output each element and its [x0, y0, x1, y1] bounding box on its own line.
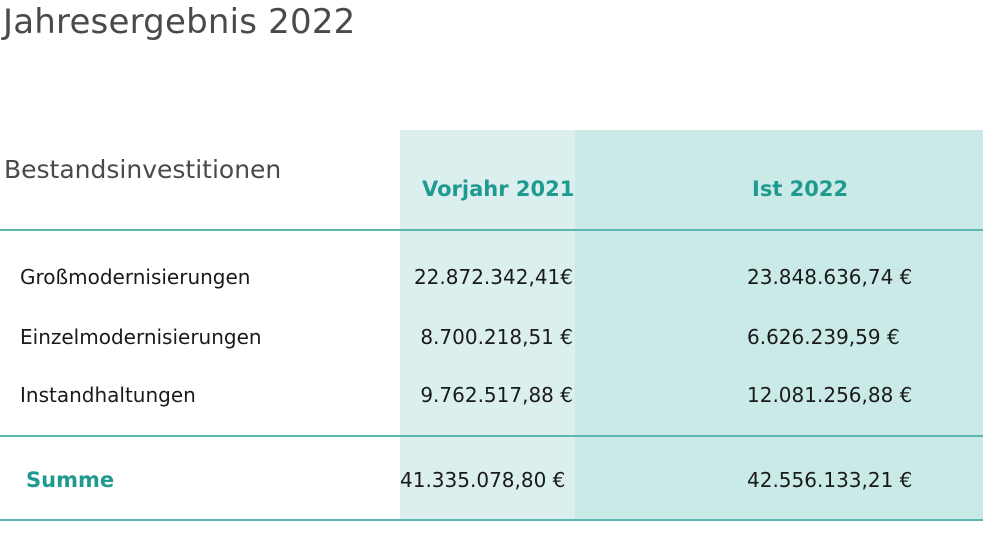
page-title: Jahresergebnis 2022: [3, 2, 356, 42]
row-value-2022-grossmodernisierungen: 23.848.636,74 €: [747, 265, 913, 289]
total-value-2022: 42.556.133,21 €: [747, 468, 913, 492]
row-label-instandhaltungen: Instandhaltungen: [20, 383, 196, 407]
section-label: Bestandsinvestitionen: [4, 155, 282, 184]
column-background-2021: [400, 130, 575, 520]
row-value-2022-instandhaltungen: 12.081.256,88 €: [747, 383, 913, 407]
total-label: Summe: [26, 468, 115, 492]
bottom-divider: [0, 519, 983, 521]
column-header-2021: Vorjahr 2021: [422, 177, 575, 201]
column-header-2022: Ist 2022: [752, 177, 849, 201]
row-value-2021-einzelmodernisierungen: 8.700.218,51 €: [420, 325, 573, 349]
row-value-2021-grossmodernisierungen: 22.872.342,41€: [413, 265, 573, 289]
header-divider: [0, 229, 983, 231]
row-value-2021-instandhaltungen: 9.762.517,88 €: [420, 383, 573, 407]
row-label-einzelmodernisierungen: Einzelmodernisierungen: [20, 325, 262, 349]
row-value-2022-einzelmodernisierungen: 6.626.239,59 €: [747, 325, 900, 349]
total-value-2021: 41.335.078,80 €: [400, 468, 566, 492]
column-background-2022: [575, 130, 983, 520]
row-label-grossmodernisierungen: Großmodernisierungen: [20, 265, 251, 289]
total-divider: [0, 435, 983, 437]
